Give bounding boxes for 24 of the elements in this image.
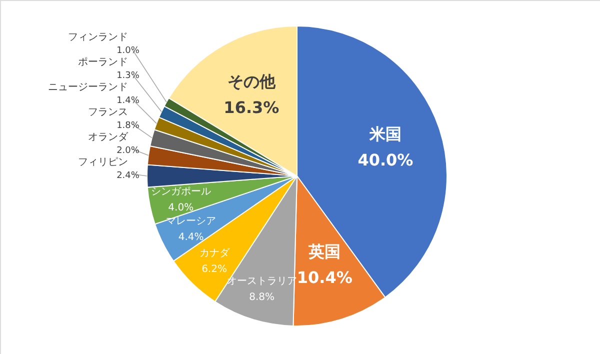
slice-label: フランス (88, 107, 128, 118)
data-label: 1.0% (116, 46, 140, 56)
data-label: 6.2% (202, 264, 227, 275)
data-label: 8.8% (249, 292, 275, 304)
data-label: 4.0% (168, 202, 194, 214)
slice-label: 米国 (368, 124, 402, 144)
data-label: 4.4% (178, 232, 204, 244)
data-label: 1.4% (116, 96, 140, 106)
slice-label: その他 (227, 72, 276, 91)
data-label: 16.3% (224, 98, 280, 117)
slice-label: オランダ (88, 131, 129, 143)
slice-label: シンガポール (150, 186, 211, 198)
data-label: 2.4% (116, 171, 140, 181)
data-label: 1.3% (116, 71, 140, 81)
slice-label: カナダ (199, 246, 230, 259)
data-label: 10.4% (296, 268, 352, 287)
slice-label: 英国 (308, 242, 341, 261)
slice-label: ニュージーランド (48, 82, 128, 93)
slice-label: ポーランド (78, 57, 128, 68)
data-label: 1.8% (116, 121, 140, 131)
data-label: 40.0% (358, 150, 414, 170)
slice-label: フィンランド (68, 32, 128, 43)
slice-label: フィリピン (78, 157, 128, 168)
data-label: 2.0% (116, 146, 140, 156)
